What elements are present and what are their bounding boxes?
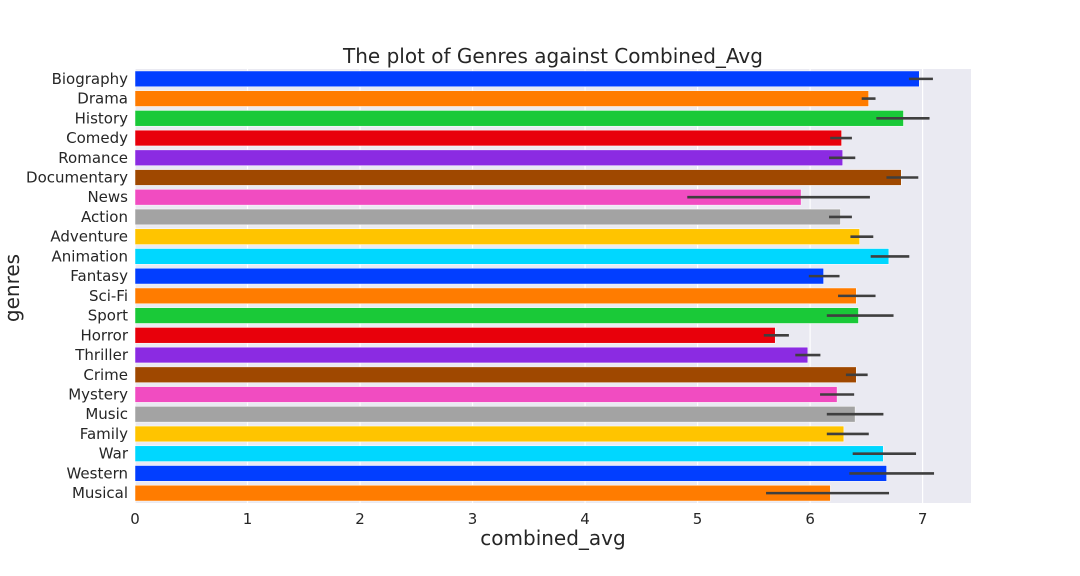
bar xyxy=(134,169,902,186)
x-tick-label: 4 xyxy=(580,510,590,528)
y-tick-label: Biography xyxy=(52,70,129,88)
bar xyxy=(134,267,824,285)
y-tick-label: News xyxy=(87,188,128,206)
bar xyxy=(134,484,831,502)
bar xyxy=(134,425,845,443)
bar xyxy=(134,90,869,107)
bars xyxy=(134,70,920,502)
y-tick-label: Drama xyxy=(77,90,128,108)
x-tick-label: 0 xyxy=(130,510,140,528)
bar xyxy=(134,327,776,344)
bar xyxy=(134,287,857,305)
y-tick-label: Western xyxy=(66,464,128,482)
bar xyxy=(134,465,887,482)
bar xyxy=(134,129,842,147)
bar xyxy=(134,386,838,403)
y-tick-label: Documentary xyxy=(26,169,128,187)
x-tick-label: 1 xyxy=(243,510,253,528)
y-tick-label: Family xyxy=(80,425,128,443)
bar xyxy=(134,406,856,423)
y-tick-label: History xyxy=(75,109,128,127)
error-bars xyxy=(687,77,935,495)
y-tick-label: Thriller xyxy=(74,346,129,364)
y-tick-label: Fantasy xyxy=(70,267,128,285)
y-tick-label: Musical xyxy=(72,484,128,502)
x-tick-labels: 0 1 2 3 4 5 6 7 xyxy=(130,510,927,528)
x-axis-label: combined_avg xyxy=(480,526,625,550)
x-tick-label: 2 xyxy=(355,510,365,528)
bar xyxy=(134,70,920,88)
x-tick-label: 3 xyxy=(468,510,478,528)
bar xyxy=(134,248,890,265)
y-tick-label: Adventure xyxy=(50,228,128,246)
y-tick-label: Comedy xyxy=(66,129,128,147)
y-tick-label: Romance xyxy=(58,149,128,167)
x-tick-label: 5 xyxy=(693,510,703,528)
bar xyxy=(134,110,904,127)
y-tick-label: Crime xyxy=(83,366,128,384)
x-tick-label: 6 xyxy=(805,510,815,528)
y-tick-label: Action xyxy=(81,208,128,226)
y-tick-label: Animation xyxy=(52,247,128,265)
y-tick-label: War xyxy=(99,445,129,463)
bar xyxy=(134,346,809,364)
y-tick-label: Sport xyxy=(88,307,128,325)
bar xyxy=(134,149,843,166)
y-tick-label: Mystery xyxy=(68,386,128,404)
y-tick-label: Music xyxy=(85,405,128,423)
bar xyxy=(134,445,884,462)
bar xyxy=(134,307,859,324)
bar xyxy=(134,366,857,383)
bar xyxy=(134,208,841,226)
x-tick-label: 7 xyxy=(918,510,928,528)
chart-title: The plot of Genres against Combined_Avg xyxy=(342,44,763,68)
y-tick-label: Sci-Fi xyxy=(89,287,128,305)
bar xyxy=(134,228,860,245)
y-tick-label: Horror xyxy=(80,326,128,344)
y-axis-label: genres xyxy=(0,254,24,322)
